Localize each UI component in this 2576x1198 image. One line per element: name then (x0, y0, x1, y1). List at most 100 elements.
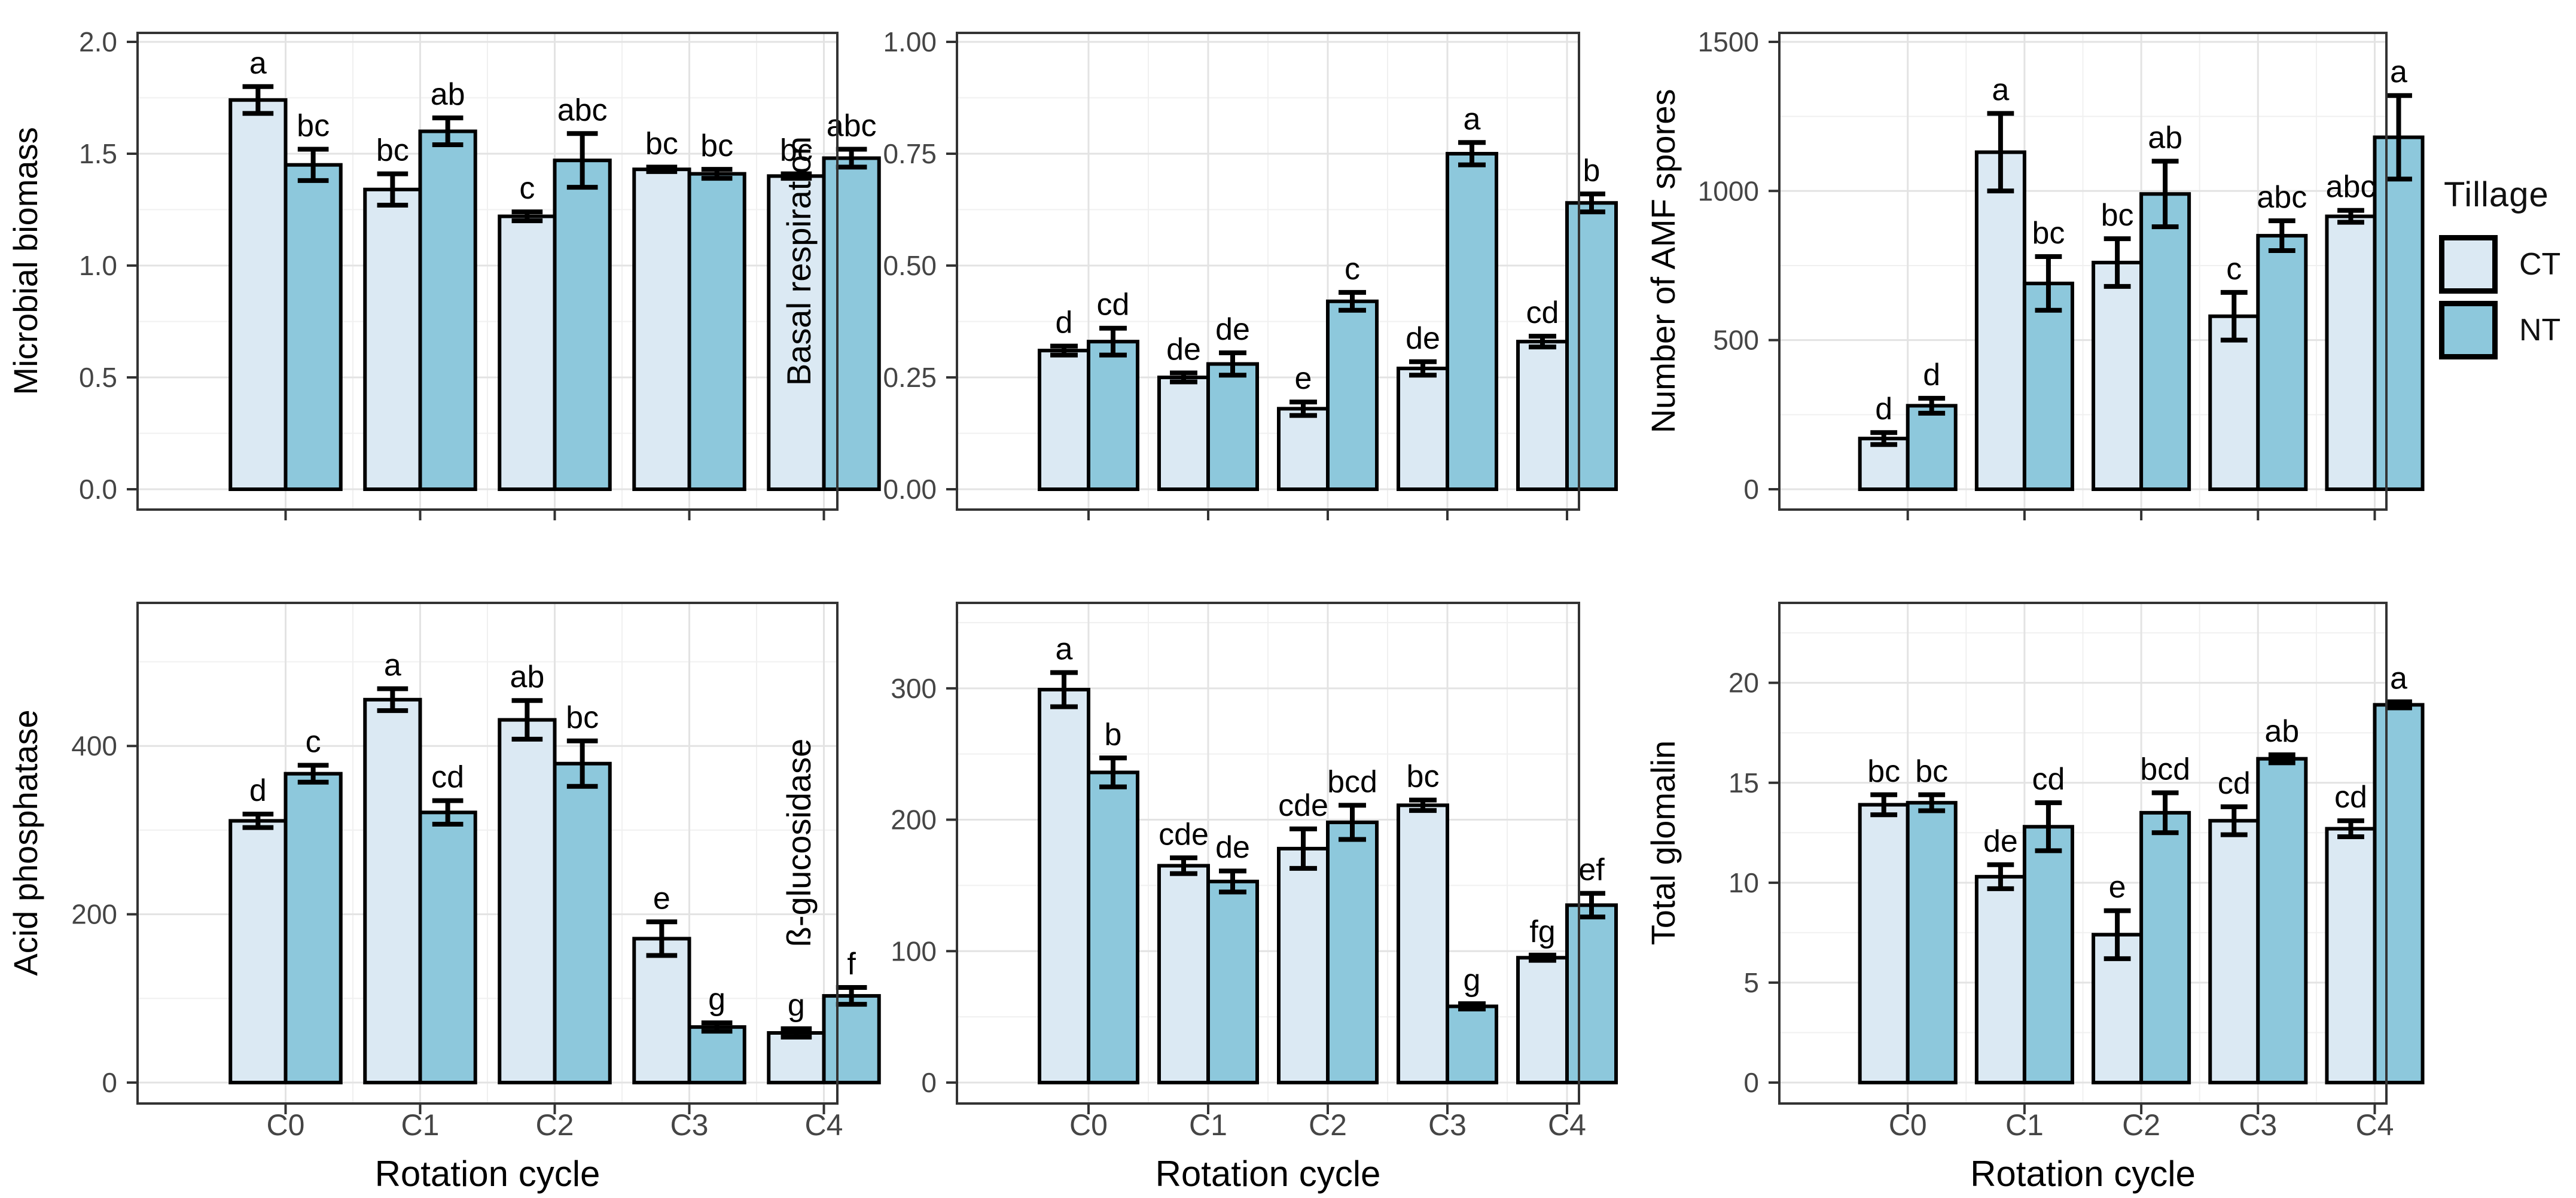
bar-C3-CT (1397, 367, 1449, 491)
bar-C1-NT (1206, 362, 1259, 491)
bar-C0-CT (1038, 688, 1090, 1084)
bar-C4-CT (767, 174, 826, 491)
y-tick-label: 0 (1743, 1067, 1759, 1098)
x-tick-label-C0: C0 (1069, 1108, 1108, 1142)
y-tick-label: 5 (1743, 967, 1759, 998)
y-tick-label: 1500 (1698, 26, 1759, 57)
bar-C3-CT (2208, 314, 2260, 491)
bar-C3-NT (687, 1025, 746, 1084)
bar-C4-NT (2373, 703, 2425, 1085)
bar-C2-CT (2092, 260, 2144, 491)
bar-C0-NT (283, 163, 343, 491)
sig-letter-C2-CT: e (2109, 870, 2126, 905)
y-tick-label: 0.0 (79, 474, 117, 505)
y-tick-label: 0.75 (883, 138, 937, 169)
y-tick-label: 300 (891, 673, 937, 704)
sig-letter-C3-CT: cd (2218, 766, 2251, 801)
sig-letter-C4-CT: cd (1526, 295, 1559, 330)
sig-letter-C4-NT: ef (1578, 853, 1605, 888)
bar-C1-CT (1974, 874, 2026, 1085)
sig-letter-C1-CT: a (1992, 73, 2009, 108)
bar-C3-NT (2256, 234, 2308, 491)
sig-letter-C1-CT: bc (376, 133, 409, 168)
sig-letter-C3-CT: c (2226, 252, 2242, 286)
sig-letter-C3-NT: g (1464, 963, 1481, 998)
bar-C3-NT (1446, 151, 1498, 491)
bar-C3-CT (632, 937, 691, 1085)
sig-letter-C4-NT: a (2390, 661, 2407, 696)
sig-letter-C1-NT: ab (431, 77, 465, 112)
bar-C2-NT (2139, 810, 2191, 1084)
x-tick-label-C4: C4 (805, 1108, 843, 1142)
sig-letter-C2-CT: e (1295, 361, 1312, 396)
bar-C0-CT (228, 98, 288, 492)
sig-letter-C2-CT: cde (1278, 788, 1328, 823)
bar-C3-CT (2208, 819, 2260, 1085)
bar-C1-NT (418, 810, 477, 1085)
sig-letter-C1-CT: de (1983, 824, 2018, 859)
bar-C4-CT (767, 1031, 826, 1084)
bar-C0-CT (228, 819, 288, 1085)
bar-C2-NT (1326, 820, 1379, 1085)
sig-letter-C4-NT: abc (827, 108, 877, 143)
bar-C1-CT (363, 697, 422, 1084)
y-tick-label: 0.5 (79, 362, 117, 393)
y-tick-label: 0.25 (883, 362, 937, 393)
bar-C1-NT (2022, 281, 2074, 491)
sig-letter-C4-CT: fg (1529, 914, 1555, 949)
sig-letter-C0-CT: a (249, 46, 267, 81)
bar-C1-NT (418, 129, 477, 492)
x-tick-label-C2: C2 (536, 1108, 574, 1142)
sig-letter-C4-CT: abc (2326, 170, 2376, 205)
legend-swatch-ct (2439, 235, 2498, 294)
bar-C0-CT (1038, 349, 1090, 491)
bar-C4-CT (2325, 214, 2377, 491)
y-axis-title: Microbial biomass (7, 127, 44, 395)
sig-letter-C1-CT: cde (1159, 817, 1209, 852)
sig-letter-C1-CT: de (1166, 333, 1201, 367)
tillage-legend: Tillage CT NT (2439, 175, 2560, 367)
bar-C1-NT (2022, 825, 2074, 1085)
bar-C4-CT (1516, 956, 1569, 1084)
sig-letter-C4-CT: bc (780, 133, 813, 168)
sig-letter-C1-NT: cd (431, 760, 464, 795)
bar-C2-CT (1277, 846, 1330, 1085)
sig-letter-C3-NT: abc (2257, 180, 2307, 215)
sig-letter-C3-CT: de (1406, 321, 1440, 356)
sig-letter-C3-CT: bc (1407, 760, 1440, 794)
y-tick-label: 15 (1728, 767, 1759, 798)
legend-swatch-nt (2439, 301, 2498, 359)
x-axis-title: Rotation cycle (1970, 1154, 2196, 1194)
panel-basal-respiration: dcddedeecdeacdb0.000.250.500.751.00Basal… (780, 26, 1618, 520)
sig-letter-C1-CT: a (384, 648, 401, 683)
bar-C1-CT (1157, 864, 1210, 1084)
y-tick-label: 100 (891, 935, 937, 967)
sig-letter-C4-CT: cd (2334, 780, 2367, 815)
bar-C2-CT (498, 214, 557, 491)
sig-letter-C2-CT: c (519, 171, 535, 206)
sig-letter-C2-NT: ab (2148, 120, 2182, 155)
x-tick-label-C4: C4 (1548, 1108, 1586, 1142)
bar-C4-CT (2325, 827, 2377, 1084)
y-axis-title: Basal respiration (780, 136, 818, 386)
sig-letter-C4-NT: f (847, 947, 856, 981)
bar-C4-NT (2373, 135, 2425, 491)
sig-letter-C0-NT: b (1105, 717, 1122, 752)
y-tick-label: 0.50 (883, 250, 937, 281)
sig-letter-C3-CT: e (653, 881, 670, 916)
panel-border (956, 602, 1580, 1105)
sig-letter-C2-NT: abc (557, 93, 608, 127)
bar-C1-CT (1974, 150, 2026, 492)
sig-letter-C2-NT: bc (566, 700, 599, 735)
bar-C0-CT (1858, 803, 1910, 1084)
x-tick-label-C3: C3 (2239, 1108, 2277, 1142)
legend-item-nt: NT (2439, 301, 2560, 359)
bar-C0-NT (1906, 801, 1958, 1084)
bar-C0-NT (1087, 340, 1139, 491)
legend-title: Tillage (2444, 175, 2549, 214)
x-axis-title: Rotation cycle (375, 1154, 600, 1194)
